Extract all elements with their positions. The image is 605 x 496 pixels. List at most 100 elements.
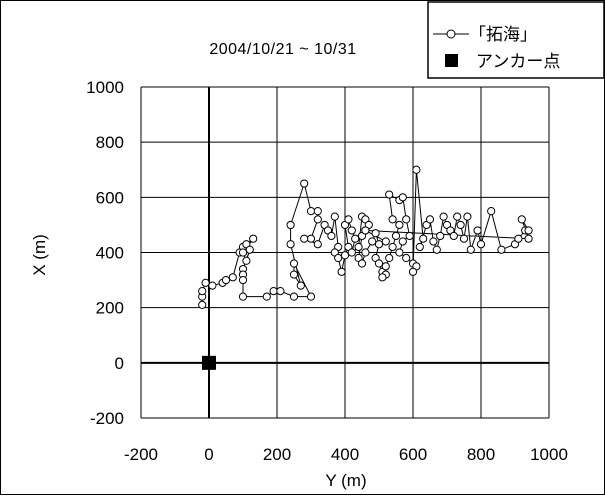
y-tick-label: 200 (96, 299, 124, 318)
legend-label-anchor: アンカー点 (476, 52, 560, 71)
legend-box (427, 1, 605, 79)
data-point (306, 207, 316, 216)
legend: 「拓海」 アンカー点 (427, 1, 605, 79)
data-point (208, 281, 217, 290)
data-point (286, 220, 295, 230)
data-point (425, 215, 435, 224)
data-point (466, 245, 475, 254)
data-point (405, 231, 414, 241)
data-point (476, 240, 486, 249)
data-point (337, 267, 346, 276)
data-point (238, 248, 248, 257)
data-point (228, 273, 237, 282)
legend-circle-swatch (446, 29, 456, 39)
data-point (201, 278, 210, 287)
data-point (398, 193, 407, 202)
data-point (306, 292, 316, 301)
data-point (198, 300, 207, 310)
x-tick-label: 400 (331, 445, 359, 464)
data-point (514, 234, 523, 243)
y-tick-label: 600 (96, 188, 124, 207)
data-point (368, 237, 377, 246)
data-point (306, 234, 316, 243)
x-tick-label: 200 (263, 445, 291, 464)
data-point (276, 287, 285, 296)
data-point (313, 215, 322, 224)
data-point (408, 267, 418, 276)
data-point (300, 179, 309, 188)
data-point (330, 212, 339, 221)
data-point (524, 226, 533, 235)
data-point (395, 248, 404, 257)
data-point (378, 273, 387, 282)
data-point (262, 292, 271, 301)
data-point (300, 234, 309, 243)
data-point (289, 292, 299, 301)
data-point (340, 251, 350, 260)
chart-subtitle: 2004/10/21 ~ 10/31 (209, 41, 356, 58)
data-point (344, 215, 353, 224)
data-point (463, 212, 472, 221)
y-tick-label: 1000 (86, 78, 124, 97)
data-point (473, 226, 482, 235)
y-tick-label: -200 (90, 409, 124, 428)
data-point (402, 215, 411, 224)
data-point (289, 270, 299, 279)
data-point (439, 212, 448, 221)
data-point (385, 190, 394, 199)
legend-square-swatch (445, 54, 458, 67)
tick-labels: -200 0 200 400 600 800 1000 -200 0 200 400 600 800 10… (86, 78, 568, 464)
data-point (221, 275, 231, 285)
data-point (429, 237, 438, 246)
data-point (487, 207, 496, 216)
x-tick-label: 0 (204, 445, 213, 464)
data-point (398, 237, 407, 246)
data-point (459, 234, 469, 243)
data-point (245, 245, 254, 254)
data-point (347, 226, 356, 235)
data-point (374, 240, 384, 249)
data-point (497, 245, 506, 254)
data-point (361, 226, 370, 235)
data-point (432, 245, 441, 254)
data-point (381, 237, 390, 246)
data-point (242, 256, 251, 265)
data-point (381, 262, 390, 271)
data-point (419, 234, 428, 243)
data-point (361, 248, 370, 257)
anchor-marker (202, 355, 216, 370)
data-point (436, 231, 445, 241)
data-point (374, 259, 384, 268)
data-point (388, 242, 397, 252)
data-point (517, 215, 526, 224)
data-point (402, 253, 411, 263)
y-tick-label: 0 (115, 354, 124, 373)
data-point (351, 234, 360, 243)
data-point (296, 281, 305, 290)
data-point (354, 242, 363, 252)
x-tick-label: 800 (467, 445, 495, 464)
data-point (198, 287, 207, 296)
data-point (357, 259, 367, 268)
x-tick-label: -200 (124, 445, 158, 464)
y-tick-label: 400 (96, 244, 124, 263)
x-tick-label: 1000 (530, 445, 568, 464)
data-point (371, 229, 380, 238)
data-point (289, 259, 299, 268)
data-point (415, 242, 424, 252)
data-point (449, 231, 458, 241)
anchor-point (202, 355, 216, 370)
x-axis-label: Y (m) (325, 471, 366, 490)
data-point (347, 248, 356, 257)
data-point (249, 234, 258, 243)
data-point (385, 253, 394, 263)
data-point (238, 275, 248, 285)
x-tick-label: 600 (399, 445, 427, 464)
data-point (388, 215, 397, 224)
data-point (313, 240, 322, 249)
data-point (269, 287, 278, 296)
y-axis-label: X (m) (30, 234, 49, 276)
data-point (327, 231, 336, 241)
